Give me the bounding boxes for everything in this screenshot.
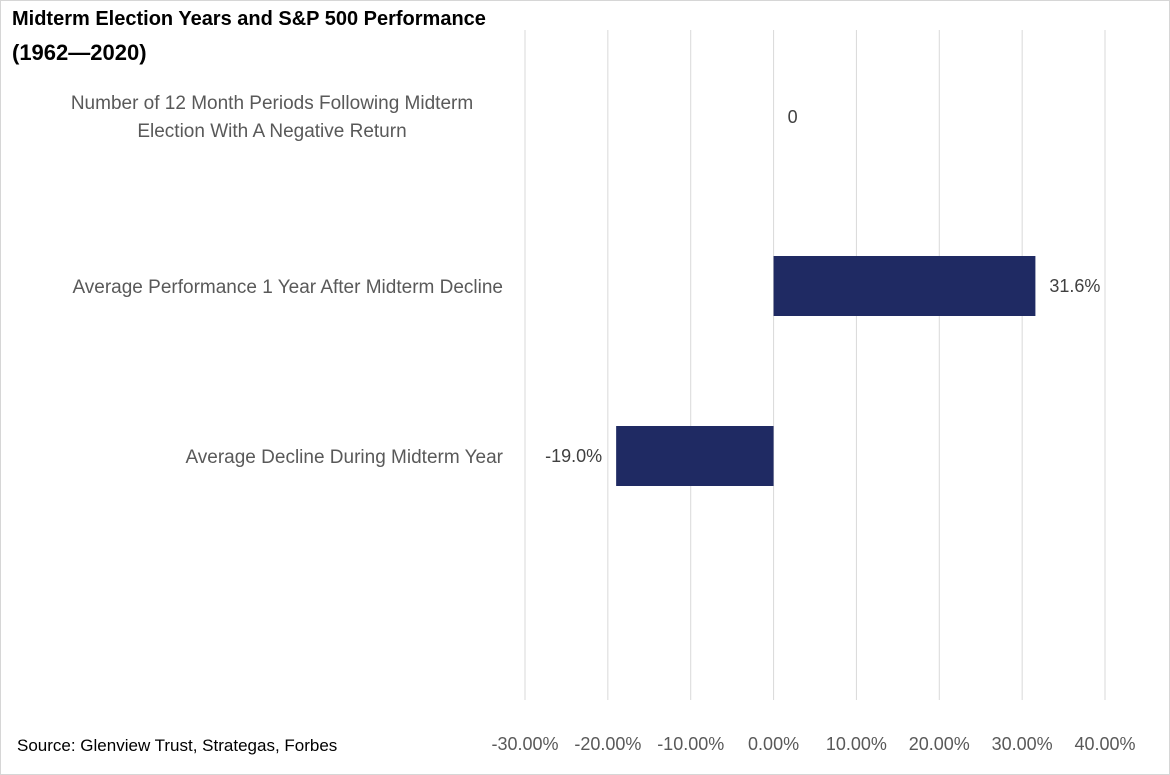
x-tick-label: 20.00% [909, 734, 970, 754]
data-label: 0 [788, 107, 798, 127]
data-label: -19.0% [545, 446, 602, 466]
bar [773, 256, 1036, 316]
category-label: Number of 12 Month Periods Following Mid… [71, 93, 473, 142]
x-tick-label: 10.00% [826, 734, 887, 754]
chart-subtitle: (1962—2020) [12, 40, 147, 65]
category-label: Average Performance 1 Year After Midterm… [72, 277, 503, 298]
data-label: 31.6% [1049, 276, 1100, 296]
bar [616, 426, 774, 486]
x-tick-label: 30.00% [992, 734, 1053, 754]
x-tick-label: -20.00% [574, 734, 641, 754]
x-tick-label: -30.00% [491, 734, 558, 754]
data-labels: 0 31.6% -19.0% [545, 107, 1100, 466]
x-tick-label: 0.00% [748, 734, 799, 754]
category-label-line: Election With A Negative Return [137, 121, 406, 142]
gridlines [524, 30, 1106, 700]
x-tick-label: -10.00% [657, 734, 724, 754]
category-label-line: Number of 12 Month Periods Following Mid… [71, 93, 473, 114]
category-labels: Number of 12 Month Periods Following Mid… [71, 93, 504, 468]
bars [616, 256, 1036, 486]
source-note: Source: Glenview Trust, Strategas, Forbe… [17, 736, 338, 755]
x-axis-ticks: -30.00% -20.00% -10.00% 0.00% 10.00% 20.00% 30… [491, 734, 1135, 754]
x-tick-label: 40.00% [1074, 734, 1135, 754]
category-label: Average Decline During Midterm Year [185, 447, 503, 468]
chart-title: Midterm Election Years and S&P 500 Perfo… [12, 8, 486, 30]
